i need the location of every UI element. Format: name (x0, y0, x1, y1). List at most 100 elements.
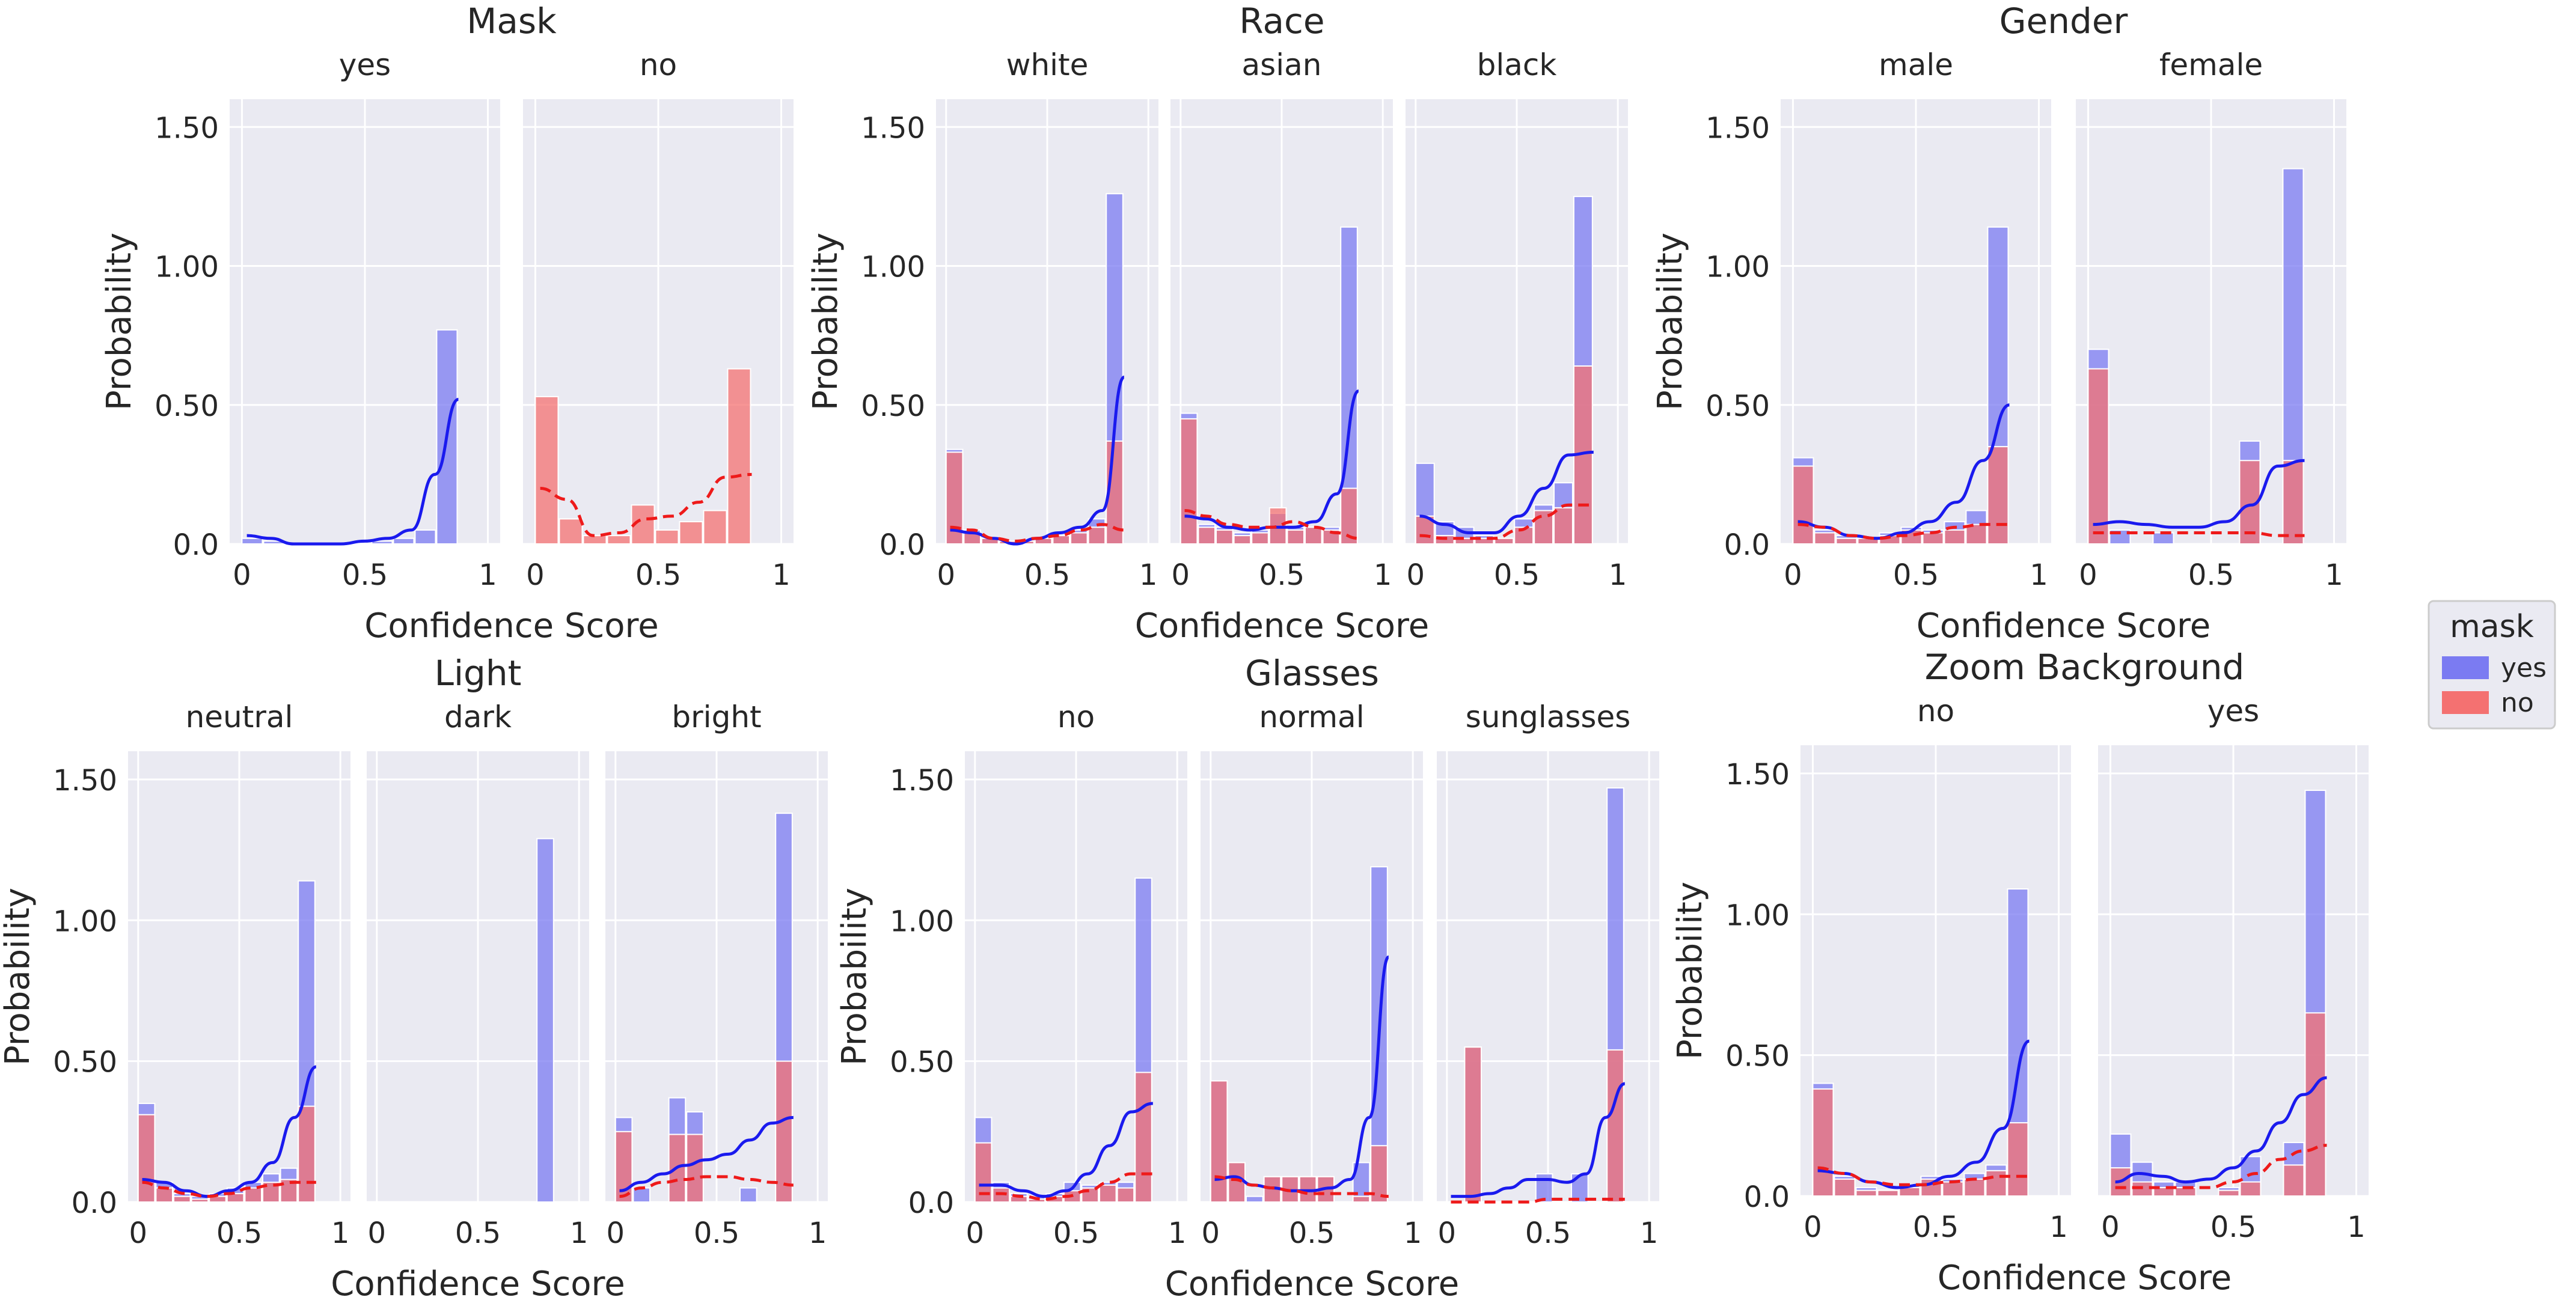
kde-line-no (1419, 503, 1594, 540)
bar-no (1228, 1162, 1246, 1203)
x-tick-label: 0.5 (1913, 1210, 1959, 1244)
bar-no (1352, 1195, 1371, 1203)
x-tick-label: 0.5 (635, 558, 681, 592)
x-tick-label: 0 (2101, 1210, 2120, 1244)
y-axis-label: Probability (806, 233, 845, 410)
kde-line-yes (1419, 450, 1594, 534)
x-tick-label: 0 (2079, 558, 2097, 592)
kde-line-no (979, 1172, 1153, 1201)
x-tick-label: 0 (607, 1216, 625, 1250)
x-tick-label: 0 (1407, 558, 1425, 592)
legend-swatch-yes (2442, 656, 2489, 679)
y-tick-label: 0.0 (72, 1186, 117, 1220)
x-tick-label: 0.5 (1893, 558, 1939, 592)
facet-label: no (640, 47, 677, 82)
facet-label: female (2159, 47, 2263, 82)
bar-yes (1246, 1195, 1264, 1203)
x-tick-label: 0 (1202, 1216, 1220, 1250)
x-tick-label: 0.5 (2188, 558, 2234, 592)
y-tick-label: 0.50 (53, 1046, 117, 1079)
y-tick-label: 1.50 (1725, 758, 1790, 792)
bar-no (2304, 1012, 2327, 1197)
y-axis-label: Probability (835, 888, 874, 1066)
y-tick-label: 0.0 (1744, 1180, 1790, 1214)
facet-normal: normal 0 0.5 1 (1201, 700, 1423, 1250)
x-tick-label: 1 (772, 558, 791, 592)
facet-label: normal (1259, 700, 1364, 734)
bar-no (1922, 532, 1944, 545)
bar-no (1305, 526, 1323, 545)
facet-label: male (1879, 47, 1953, 82)
x-tick-label: 0 (1438, 1216, 1457, 1250)
x-axis-label: Confidence Score (1938, 1259, 2232, 1298)
facet-label: no (1057, 700, 1095, 734)
chart-title: Glasses (1245, 653, 1379, 694)
y-tick-label: 1.50 (861, 111, 925, 145)
x-tick-label: 1 (570, 1216, 589, 1250)
y-tick-label: 1.00 (154, 251, 219, 284)
y-tick-label: 0.50 (154, 389, 219, 423)
kde-line-no (950, 523, 1124, 543)
x-tick-label: 1 (2049, 1210, 2068, 1244)
chart-title: Gender (1999, 1, 2128, 41)
bar-no (1835, 537, 1858, 545)
y-tick-label: 1.50 (890, 764, 954, 798)
bar-no (1454, 537, 1475, 545)
bar-no (679, 521, 703, 545)
bar-no (1099, 1184, 1117, 1203)
bar-no (2087, 368, 2109, 545)
kde-line-no (1184, 509, 1359, 540)
y-tick-label: 0.0 (908, 1186, 954, 1220)
facet-label: sunglasses (1466, 700, 1631, 734)
kde-line-no (2093, 531, 2305, 537)
facet-no: no 0 0.5 1 (1800, 694, 2071, 1244)
y-tick-label: 0.0 (173, 528, 219, 562)
y-tick-label: 0.50 (890, 1046, 954, 1079)
bar-no (1210, 1080, 1228, 1203)
kde-line-no (2115, 1144, 2327, 1189)
x-tick-label: 0 (1172, 558, 1190, 592)
bar-yes (393, 537, 415, 545)
x-axis-label: Confidence Score (331, 1265, 625, 1304)
kde-line-yes (246, 398, 459, 546)
bar-no (1855, 1189, 1877, 1197)
bar-no (1088, 526, 1106, 545)
x-tick-label: 0.5 (342, 558, 388, 592)
x-tick-label: 0 (526, 558, 545, 592)
kde-line-yes (1184, 389, 1360, 532)
x-tick-label: 1 (2030, 558, 2048, 592)
bar-no (703, 510, 727, 545)
x-tick-label: 0 (129, 1216, 148, 1250)
kde-line-no (1451, 1197, 1625, 1204)
bar-no (1116, 1187, 1135, 1203)
kde-line-yes (2093, 459, 2305, 529)
bar-no (226, 1192, 245, 1203)
x-tick-label: 0 (966, 1216, 985, 1250)
kde-line-yes (142, 1065, 317, 1198)
bar-no (1965, 523, 1987, 545)
bar-no (1251, 532, 1269, 545)
facet-white: white 0 0.5 1 (936, 47, 1158, 592)
bar-no (1286, 529, 1305, 545)
x-tick-label: 1 (809, 1216, 827, 1250)
bar-no (1464, 1046, 1482, 1203)
bar-yes (536, 838, 554, 1203)
legend-label-yes: yes (2501, 653, 2547, 683)
x-axis-label: Confidence Score (1165, 1265, 1460, 1304)
bar-yes (371, 540, 393, 545)
legend-label-no: no (2501, 688, 2534, 718)
x-tick-label: 1 (2325, 558, 2343, 592)
facet-black: black 0 0.5 1 (1406, 47, 1628, 592)
bar-no (137, 1114, 156, 1203)
facet-label: dark (444, 700, 512, 734)
facet-label: asian (1242, 47, 1322, 82)
bar-no (1942, 1181, 1964, 1197)
y-tick-label: 0.50 (1706, 389, 1770, 423)
kde-line-no (1797, 523, 2010, 540)
x-tick-label: 0.5 (216, 1216, 262, 1250)
y-tick-label: 1.00 (861, 251, 925, 284)
kde-line-yes (2115, 1076, 2327, 1184)
kde-line-no (619, 1175, 794, 1198)
